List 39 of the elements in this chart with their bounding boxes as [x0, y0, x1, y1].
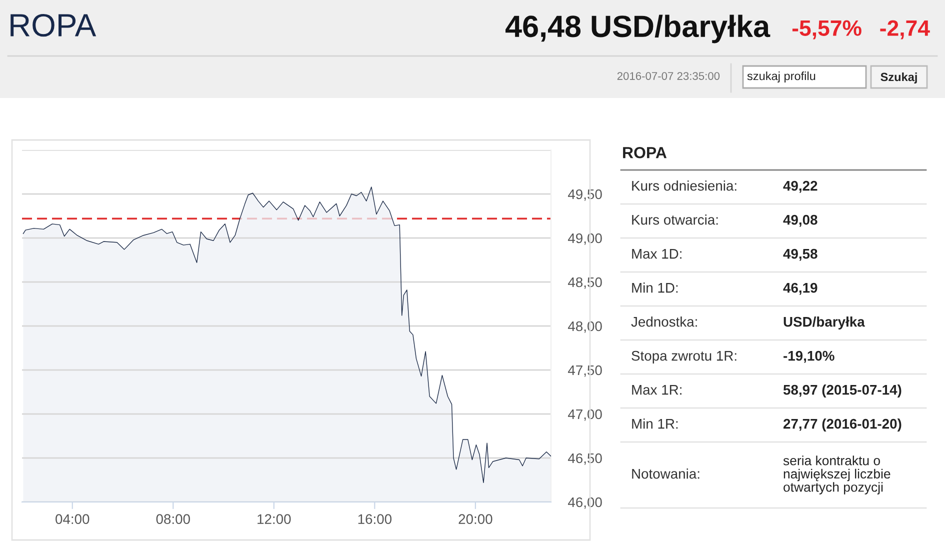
y-tick-label: 49,50 [568, 189, 602, 201]
x-tick-label: 08:00 [156, 514, 190, 524]
text: Max 1D: [632, 249, 682, 259]
text: Kurs odniesienia: [632, 180, 736, 191]
y-tick-label: 47,50 [568, 365, 602, 377]
y-tick-label: 48,50 [568, 277, 602, 289]
text: ROPA [623, 146, 667, 158]
text: ROPA [10, 14, 96, 37]
text: USD/baryłka [784, 316, 865, 330]
text: 2016-07-07 23:35:00 [617, 72, 720, 80]
text: 27,77 (2016-01-20) [783, 418, 902, 432]
y-tick-label: 49,00 [568, 233, 602, 245]
text: Min 1D: [632, 282, 678, 293]
text: Max 1R: [632, 385, 682, 395]
text: Kurs otwarcia: [632, 214, 718, 225]
text: szukaj profilu [747, 72, 816, 83]
text: 46,19 [783, 282, 818, 295]
text: 49,58 [783, 248, 818, 261]
y-tick-label: 48,00 [568, 321, 602, 333]
text: Szukaj [880, 72, 917, 84]
text: 49,22 [783, 180, 818, 193]
text: -5,57% [792, 20, 862, 40]
text: Jednostka: [631, 316, 697, 327]
y-tick-label: 46,50 [568, 453, 602, 465]
text: Stopa zwrotu 1R: [632, 350, 736, 364]
x-tick-label: 12:00 [258, 514, 291, 524]
text: Min 1R: [632, 418, 678, 429]
y-tick-label: 46,00 [568, 497, 602, 509]
text: 58,97 (2015-07-14) [783, 384, 902, 398]
x-tick-label: 20:00 [458, 514, 492, 524]
text: -19,10% [784, 350, 834, 363]
text: Notowania: [632, 468, 700, 479]
y-tick-label: 47,00 [568, 409, 602, 421]
x-tick-label: 04:00 [56, 514, 90, 524]
text: -2,74 [880, 20, 930, 40]
text: 49,08 [783, 214, 818, 227]
x-tick-label: 16:00 [358, 514, 392, 524]
text: 46,48 USD/baryłka [506, 14, 770, 44]
text: seria kontraktu o największej liczbie otwartych pozycji [783, 456, 890, 494]
